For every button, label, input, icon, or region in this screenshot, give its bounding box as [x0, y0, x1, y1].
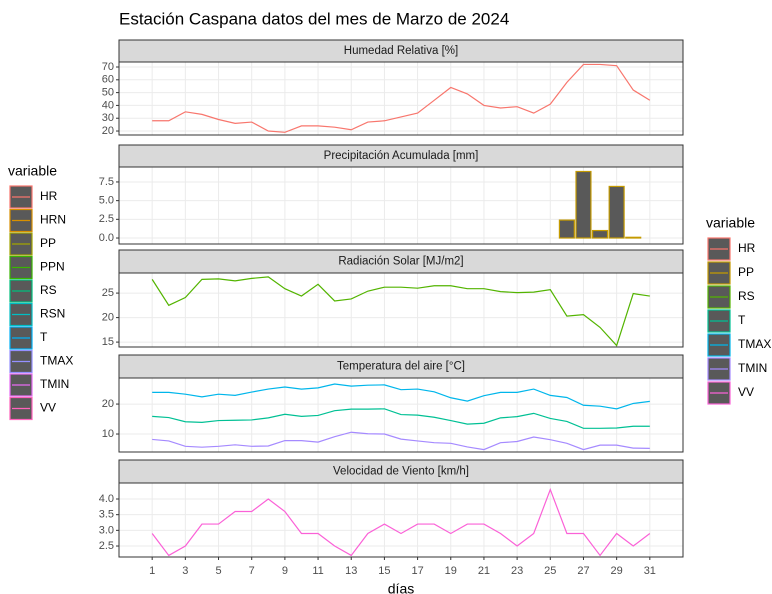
bar: [558, 219, 575, 239]
legend-label: HR: [40, 189, 58, 203]
legend-label: T: [40, 330, 48, 344]
bar: [625, 236, 642, 239]
x-tick-label: 17: [411, 565, 423, 577]
legend-label: TMIN: [738, 361, 767, 375]
x-tick-label: 23: [511, 565, 523, 577]
bar: [575, 170, 592, 239]
strip-title: Temperatura del aire [°C]: [337, 361, 465, 373]
panel: [119, 273, 683, 347]
strip-title: Radiación Solar [MJ/m2]: [338, 256, 463, 268]
x-tick-label: 7: [249, 565, 255, 577]
panel: [119, 62, 683, 135]
panel: [119, 483, 683, 557]
legend-label: PPN: [40, 260, 65, 274]
y-tick-label: 4.0: [99, 493, 114, 505]
x-tick-label: 5: [215, 565, 221, 577]
x-tick-label: 25: [544, 565, 556, 577]
strip-title: Velocidad de Viento [km/h]: [333, 466, 469, 478]
legend-label: PP: [40, 236, 56, 250]
x-tick-label: 15: [378, 565, 390, 577]
legend-label: PP: [738, 265, 754, 279]
legend-title: variable: [706, 215, 755, 231]
x-axis-label: días: [388, 581, 414, 594]
panel-border: [118, 272, 684, 348]
legend-label: VV: [40, 401, 56, 415]
series-line: [151, 276, 650, 347]
y-tick-label: 15: [102, 336, 114, 348]
legend-label: RS: [738, 289, 755, 303]
legend-label: T: [738, 313, 746, 327]
panel-border: [118, 166, 684, 245]
bar: [608, 185, 625, 239]
legend-label: TMAX: [40, 354, 73, 368]
x-tick-label: 11: [312, 565, 323, 577]
strip-title: Humedad Relativa [%]: [344, 45, 458, 57]
x-tick-label: 27: [577, 565, 589, 577]
x-tick-label: 13: [345, 565, 357, 577]
series-line: [152, 431, 650, 451]
y-tick-label: 0.0: [99, 232, 114, 244]
y-tick-label: 7.5: [99, 176, 114, 188]
series-line: [152, 408, 650, 429]
panel-border: [118, 377, 684, 453]
x-tick-label: 19: [445, 565, 457, 577]
series-line: [151, 487, 651, 557]
x-tick-label: 1: [149, 565, 155, 577]
panel-border: [118, 61, 684, 136]
y-tick-label: 10: [102, 428, 114, 440]
y-tick-label: 2.5: [99, 213, 114, 225]
legend-label: HR: [738, 241, 756, 255]
y-tick-label: 50: [102, 87, 114, 99]
y-tick-label: 40: [102, 99, 114, 111]
chart-title: Estación Caspana datos del mes de Marzo …: [119, 9, 509, 28]
x-tick-label: 21: [478, 565, 490, 577]
legend-label: TMIN: [40, 377, 69, 391]
legend-label: RS: [40, 283, 57, 297]
x-tick-label: 31: [644, 565, 656, 577]
series-line: [152, 63, 651, 133]
x-tick-label: 3: [182, 565, 188, 577]
legend-label: VV: [738, 385, 754, 399]
x-tick-label: 9: [282, 565, 288, 577]
series-line: [152, 383, 650, 410]
x-tick-label: 29: [611, 565, 623, 577]
bar: [591, 229, 609, 239]
legend-label: HRN: [40, 213, 66, 227]
legend-label: RSN: [40, 307, 65, 321]
y-tick-label: 2.5: [99, 540, 114, 552]
legend-label: TMAX: [738, 337, 771, 351]
panel-border: [118, 482, 684, 558]
y-tick-label: 25: [102, 287, 114, 299]
strip-title: Precipitación Acumulada [mm]: [324, 150, 479, 162]
y-tick-label: 3.0: [99, 524, 114, 536]
y-tick-label: 70: [102, 61, 114, 73]
y-tick-label: 20: [102, 312, 114, 324]
y-tick-label: 30: [102, 112, 114, 124]
y-tick-label: 5.0: [99, 195, 114, 207]
y-tick-label: 20: [102, 398, 114, 410]
y-tick-label: 20: [102, 125, 114, 137]
y-tick-label: 60: [102, 74, 114, 86]
legend-title: variable: [8, 163, 57, 179]
y-tick-label: 3.5: [99, 509, 114, 521]
